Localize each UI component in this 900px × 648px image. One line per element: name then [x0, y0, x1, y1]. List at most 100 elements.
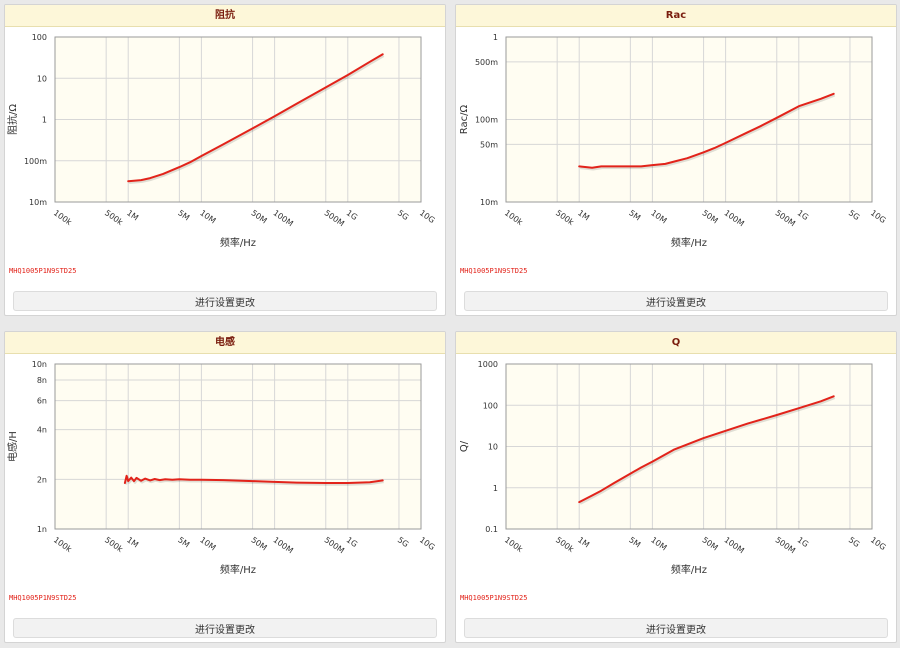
chart-title: Q: [456, 332, 896, 354]
y-tick-label: 1: [493, 33, 498, 42]
x-tick-label: 100k: [52, 208, 74, 227]
x-axis-label: 频率/Hz: [220, 563, 256, 576]
series-line-shadow: [579, 396, 836, 505]
x-tick-label: 5G: [396, 208, 410, 222]
x-tick-label: 50M: [249, 208, 268, 225]
y-tick-label: 500m: [475, 58, 498, 67]
x-axis-label: 频率/Hz: [671, 236, 707, 249]
series-line: [123, 474, 384, 484]
x-tick-label: 1M: [576, 208, 591, 222]
change-settings-button[interactable]: 进行设置更改: [13, 618, 437, 638]
y-tick-label: 2n: [37, 475, 47, 484]
part-number-label: MHQ1005P1N9STD25: [460, 267, 528, 275]
impedance-panel: 阻抗 100k 500k 1M 5M 10M 50M 100M 500M 1G 5G 10G 10m 1…: [4, 4, 446, 316]
part-number-label: MHQ1005P1N9STD25: [460, 594, 528, 602]
y-tick-label: 1000: [478, 360, 498, 369]
x-axis-label: 频率/Hz: [220, 236, 256, 249]
rac-panel: Rac 100k 500k 1M 5M 10M 50M 100M 500M 1G 5G 10G 10m…: [455, 4, 897, 316]
x-axis-label: 频率/Hz: [671, 563, 707, 576]
y-tick-label: 6n: [37, 397, 47, 406]
change-settings-button[interactable]: 进行设置更改: [464, 291, 888, 311]
y-axis-label: 阻抗/Ω: [6, 104, 19, 135]
x-tick-label: 500M: [323, 535, 346, 555]
x-tick-label: 1G: [796, 535, 810, 549]
part-number-label: MHQ1005P1N9STD25: [9, 267, 77, 275]
x-tick-label: 1M: [125, 208, 140, 222]
x-tick-label: 100M: [271, 535, 294, 555]
chart-title: 阻抗: [5, 5, 445, 27]
x-tick-label: 500k: [103, 535, 125, 554]
chart-title: Rac: [456, 5, 896, 27]
part-number-label: MHQ1005P1N9STD25: [9, 594, 77, 602]
x-tick-label: 10G: [869, 535, 888, 552]
x-tick-label: 100M: [722, 535, 745, 555]
x-tick-label: 100M: [722, 208, 745, 228]
y-axis-label: Q/: [459, 440, 470, 452]
y-tick-label: 1: [42, 116, 47, 125]
x-tick-label: 1M: [125, 535, 140, 549]
y-tick-label: 100m: [475, 116, 498, 125]
x-tick-label: 10M: [198, 535, 217, 552]
x-tick-label: 1G: [345, 535, 359, 549]
y-tick-label: 100m: [24, 157, 47, 166]
x-tick-label: 1G: [796, 208, 810, 222]
y-tick-label: 10m: [29, 198, 47, 207]
series-line-shadow: [580, 94, 836, 171]
y-tick-label: 8n: [37, 376, 47, 385]
y-tick-label: 10: [488, 443, 498, 452]
x-tick-label: 5M: [627, 208, 642, 222]
x-tick-label: 100k: [503, 208, 525, 227]
x-tick-label: 500k: [103, 208, 125, 227]
inductance-panel: 电感 100k 500k 1M 5M 10M 50M 100M 500M 1G 5G 10G 1n 2n…: [4, 331, 446, 643]
x-tick-label: 5M: [176, 208, 191, 222]
change-settings-button[interactable]: 进行设置更改: [13, 291, 437, 311]
x-tick-label: 1G: [345, 208, 359, 222]
x-tick-label: 10M: [649, 208, 668, 225]
plot-area: [55, 364, 421, 529]
series-line: [578, 92, 835, 169]
series-line-shadow: [129, 54, 385, 184]
x-tick-label: 10M: [649, 535, 668, 552]
plot-frame: [505, 36, 873, 203]
x-tick-label: 500M: [774, 208, 797, 228]
y-tick-label: 1: [493, 484, 498, 493]
x-tick-label: 5M: [627, 535, 642, 549]
x-tick-label: 5M: [176, 535, 191, 549]
y-axis-label: 电感/H: [6, 431, 19, 462]
x-tick-label: 500k: [554, 535, 576, 554]
chart-title: 电感: [5, 332, 445, 354]
y-tick-label: 4n: [37, 426, 47, 435]
plot-frame: [54, 36, 422, 203]
x-tick-label: 1M: [576, 535, 591, 549]
x-tick-label: 50M: [249, 535, 268, 552]
plot-frame: [505, 363, 873, 530]
x-tick-label: 100M: [271, 208, 294, 228]
y-tick-label: 10n: [32, 360, 47, 369]
series-line: [127, 53, 384, 183]
x-tick-label: 5G: [847, 535, 861, 549]
plot-frame: [54, 363, 422, 530]
y-tick-label: 50m: [480, 140, 498, 149]
x-tick-label: 50M: [700, 208, 719, 225]
y-tick-label: 100: [32, 33, 47, 42]
change-settings-button[interactable]: 进行设置更改: [464, 618, 888, 638]
y-tick-label: 0.1: [485, 525, 498, 534]
x-tick-label: 5G: [396, 535, 410, 549]
y-tick-label: 1n: [37, 525, 47, 534]
x-tick-label: 100k: [52, 535, 74, 554]
x-tick-label: 10G: [418, 208, 437, 225]
x-tick-label: 10M: [198, 208, 217, 225]
x-tick-label: 100k: [503, 535, 525, 554]
x-tick-label: 10G: [418, 535, 437, 552]
x-tick-label: 500M: [774, 535, 797, 555]
x-tick-label: 500k: [554, 208, 576, 227]
x-tick-label: 500M: [323, 208, 346, 228]
y-tick-label: 10: [37, 74, 47, 83]
y-tick-label: 100: [483, 401, 498, 410]
series-line-shadow: [124, 476, 384, 486]
x-tick-label: 50M: [700, 535, 719, 552]
